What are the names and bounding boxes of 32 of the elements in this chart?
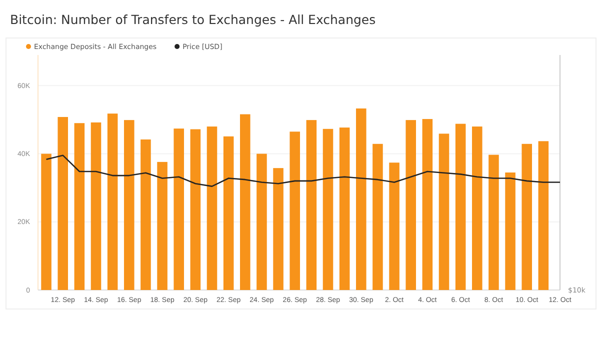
bar <box>273 168 284 290</box>
bar <box>472 126 482 290</box>
bar <box>74 123 85 290</box>
bar <box>256 154 267 290</box>
bar <box>124 120 134 290</box>
bar <box>107 114 118 290</box>
bar <box>356 108 366 290</box>
bar <box>339 128 350 290</box>
bar <box>406 120 416 290</box>
bar <box>41 154 52 290</box>
bar <box>438 134 450 290</box>
bar <box>505 172 516 290</box>
bar <box>306 120 317 290</box>
bar <box>90 122 102 290</box>
bar <box>455 124 466 290</box>
bar <box>322 128 334 290</box>
bar <box>190 129 201 290</box>
bar <box>174 128 184 290</box>
bar <box>240 114 250 290</box>
bar <box>140 139 151 290</box>
bar <box>522 144 532 290</box>
bar <box>58 116 68 290</box>
bar <box>206 126 218 290</box>
bar <box>290 132 300 290</box>
bar <box>389 162 400 290</box>
bar <box>372 144 383 290</box>
bar <box>422 119 433 290</box>
chart-title: Bitcoin: Number of Transfers to Exchanges - All Exchanges <box>10 12 376 27</box>
bar <box>538 141 549 290</box>
bar <box>157 162 168 290</box>
bar <box>223 136 234 290</box>
bar <box>488 154 499 290</box>
